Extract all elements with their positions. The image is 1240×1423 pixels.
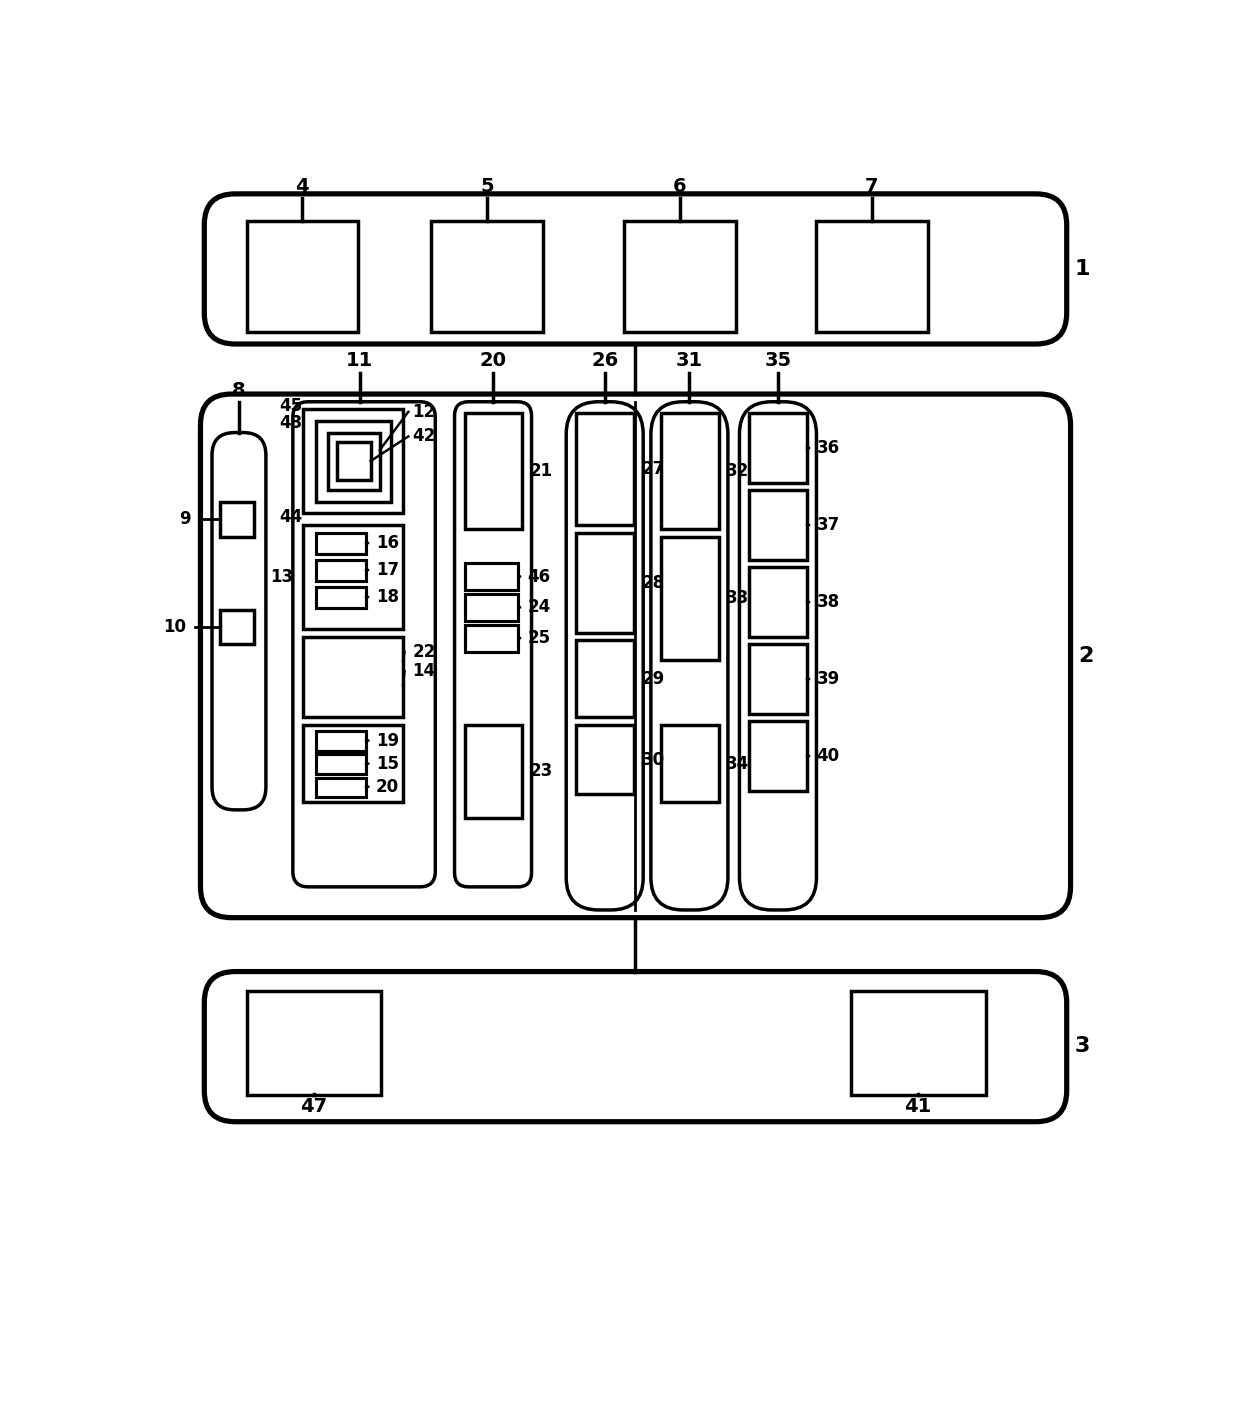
Text: 2: 2	[1079, 646, 1094, 666]
Text: 24: 24	[528, 598, 551, 616]
Bar	[316, 777, 366, 797]
Text: 17: 17	[376, 562, 399, 579]
Text: 1: 1	[1074, 259, 1090, 279]
Bar	[316, 421, 392, 502]
Text: 11: 11	[346, 351, 373, 370]
Text: 28: 28	[641, 573, 665, 592]
Text: 34: 34	[727, 754, 750, 773]
FancyBboxPatch shape	[739, 401, 816, 909]
Bar	[327, 433, 379, 491]
Bar	[749, 568, 807, 636]
FancyBboxPatch shape	[205, 194, 1066, 344]
Text: 47: 47	[300, 1097, 327, 1116]
Text: 27: 27	[641, 460, 665, 478]
Bar	[316, 532, 366, 554]
Bar	[577, 413, 634, 525]
Text: 18: 18	[376, 588, 399, 606]
Text: 38: 38	[816, 593, 839, 610]
Text: 4: 4	[295, 176, 309, 195]
Text: 26: 26	[591, 351, 619, 370]
Bar	[465, 564, 518, 591]
Text: 46: 46	[528, 568, 551, 585]
Text: 20: 20	[376, 778, 399, 795]
Bar	[577, 640, 634, 717]
FancyBboxPatch shape	[455, 401, 532, 887]
Bar	[316, 754, 366, 774]
Text: 39: 39	[816, 670, 839, 687]
Text: 33: 33	[727, 589, 750, 608]
FancyBboxPatch shape	[293, 401, 435, 887]
Text: 35: 35	[764, 351, 791, 370]
Text: 5: 5	[480, 176, 494, 195]
Bar	[337, 441, 371, 481]
Bar	[303, 726, 403, 803]
FancyBboxPatch shape	[651, 401, 728, 909]
FancyBboxPatch shape	[205, 972, 1066, 1121]
Text: 30: 30	[641, 751, 665, 768]
Text: 16: 16	[376, 535, 399, 552]
Text: 37: 37	[816, 517, 839, 534]
Text: 43: 43	[279, 414, 303, 433]
Bar	[661, 536, 719, 660]
Bar	[316, 586, 366, 608]
Bar	[316, 731, 366, 750]
FancyBboxPatch shape	[212, 433, 265, 810]
Bar	[749, 413, 807, 482]
Bar	[219, 502, 254, 536]
Bar	[303, 410, 403, 514]
Bar	[624, 221, 735, 333]
Text: 9: 9	[180, 509, 191, 528]
Text: 10: 10	[162, 618, 186, 636]
Text: 21: 21	[529, 462, 553, 480]
Text: 13: 13	[270, 568, 293, 585]
Bar	[247, 221, 358, 333]
Text: 22: 22	[412, 643, 435, 662]
Bar	[247, 990, 382, 1094]
Text: 41: 41	[904, 1097, 931, 1116]
Bar	[577, 726, 634, 794]
Text: 36: 36	[816, 438, 839, 457]
Text: 44: 44	[279, 508, 303, 527]
Bar	[303, 636, 403, 717]
Bar	[303, 525, 403, 629]
Text: 42: 42	[412, 427, 435, 445]
Text: 40: 40	[816, 747, 839, 766]
Bar	[851, 990, 986, 1094]
Text: 8: 8	[232, 381, 246, 400]
Bar	[219, 609, 254, 645]
Text: 14: 14	[412, 662, 435, 680]
Text: 20: 20	[480, 351, 507, 370]
Text: 25: 25	[528, 629, 551, 647]
Text: 19: 19	[376, 731, 399, 750]
Bar	[661, 413, 719, 529]
Text: 23: 23	[529, 763, 553, 780]
Bar	[749, 645, 807, 713]
Bar	[465, 413, 522, 529]
Bar	[749, 491, 807, 559]
Bar	[816, 221, 928, 333]
Bar	[316, 559, 366, 581]
Text: 7: 7	[866, 176, 879, 195]
Bar	[749, 721, 807, 791]
Text: 31: 31	[676, 351, 703, 370]
Text: 6: 6	[672, 176, 686, 195]
Bar	[661, 726, 719, 803]
Bar	[465, 726, 522, 818]
Text: 29: 29	[641, 670, 665, 687]
Text: 12: 12	[412, 403, 435, 421]
Text: 45: 45	[279, 397, 303, 414]
Bar	[465, 595, 518, 622]
FancyBboxPatch shape	[201, 394, 1070, 918]
Text: 32: 32	[727, 462, 750, 480]
Text: 3: 3	[1074, 1036, 1090, 1056]
FancyBboxPatch shape	[567, 401, 644, 909]
Bar	[465, 625, 518, 652]
Bar	[577, 532, 634, 633]
Bar	[432, 221, 543, 333]
Text: 15: 15	[376, 754, 399, 773]
